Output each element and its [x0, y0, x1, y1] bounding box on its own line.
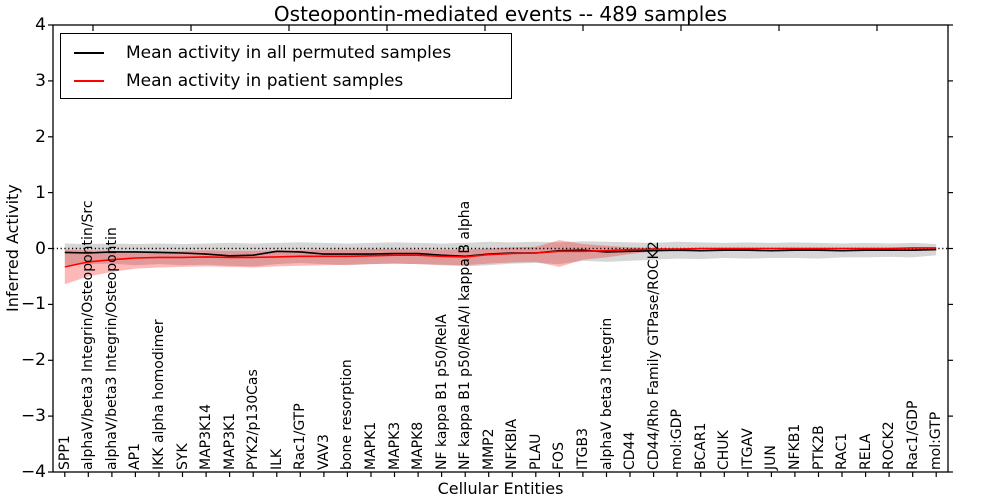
y-tick-label: 3	[35, 71, 46, 91]
x-tick-label: MMP2	[480, 428, 497, 470]
x-tick-label: MAP3K1	[221, 412, 238, 470]
x-tick-label: Rac1/GTP	[292, 403, 309, 470]
x-tick-label: alphaV beta3 Integrin	[598, 317, 615, 470]
x-tick-label: SYK	[174, 443, 191, 470]
x-tick-label: ITGAV	[739, 428, 756, 470]
legend-item-patient: Mean activity in patient samples	[74, 67, 511, 95]
x-tick-label: MAPK8	[410, 421, 427, 470]
y-tick-label: −4	[20, 462, 46, 482]
y-tick-label: 0	[35, 239, 46, 259]
x-tick-label: MAPK1	[363, 421, 379, 470]
x-tick-label: RELA	[857, 433, 874, 470]
x-tick-label: PLAU	[527, 433, 544, 470]
y-tick-label: −2	[20, 350, 46, 370]
x-tick-label: PYK2/p130Cas	[245, 369, 262, 470]
legend: Mean activity in all permuted samples Me…	[60, 33, 512, 99]
x-tick-label: ILK	[268, 448, 285, 470]
x-axis-title: Cellular Entities	[437, 479, 564, 498]
y-tick-label: 1	[35, 183, 46, 203]
x-tick-label: MAPK3	[386, 421, 403, 470]
x-tick-label: VAV3	[315, 434, 332, 470]
x-tick-label: RAC1	[834, 432, 850, 470]
legend-item-label: Mean activity in all permuted samples	[126, 43, 452, 63]
legend-item-permuted: Mean activity in all permuted samples	[74, 39, 511, 67]
x-tick-label: AP1	[127, 443, 144, 470]
x-tick-label: alphaV/beta3 Integrin/Osteopontin	[103, 227, 120, 470]
x-tick-label: NF kappa B1 p50/RelA/I kappa B alpha	[457, 200, 474, 470]
x-tick-label: CD44	[622, 431, 638, 470]
y-tick-label: −1	[20, 294, 46, 314]
x-tick-label: NF kappa B1 p50/RelA	[433, 314, 450, 470]
x-tick-label: NFKBIA	[504, 418, 521, 470]
x-tick-label: SPP1	[56, 435, 73, 470]
patient-line-sample-icon	[74, 80, 104, 82]
permuted-line-sample-icon	[74, 52, 104, 54]
x-tick-label: JUN	[763, 445, 780, 470]
patient-mean-line	[64, 247, 937, 268]
x-tick-label: mol:GTP	[928, 411, 945, 470]
y-tick-label: 4	[35, 15, 46, 35]
x-tick-label: ROCK2	[881, 421, 898, 470]
x-tick-label: Rac1/GDP	[904, 400, 921, 470]
y-tick-label: −3	[20, 406, 46, 426]
x-tick-label: BCAR1	[692, 422, 709, 470]
chart-title: Osteopontin-mediated events -- 489 sampl…	[273, 2, 728, 26]
x-tick-label: mol:GDP	[669, 409, 686, 470]
y-tick-label: 2	[35, 127, 46, 147]
x-tick-label: NFKB1	[786, 423, 803, 470]
x-tick-label: MAP3K14	[198, 403, 215, 470]
x-tick-label: alphaV/beta3 Integrin/Osteopontin/Src	[80, 200, 97, 470]
x-tick-label: ITGB3	[574, 427, 591, 470]
x-tick-label: PTK2B	[810, 425, 827, 470]
legend-item-label: Mean activity in patient samples	[126, 71, 404, 91]
x-tick-label: IKK alpha homodimer	[151, 319, 167, 470]
x-tick-label: CHUK	[716, 430, 733, 470]
x-tick-label: CD44/Rho Family GTPase/ROCK2	[645, 241, 662, 470]
x-tick-label: FOS	[551, 442, 568, 470]
x-tick-label: bone resorption	[339, 359, 356, 470]
